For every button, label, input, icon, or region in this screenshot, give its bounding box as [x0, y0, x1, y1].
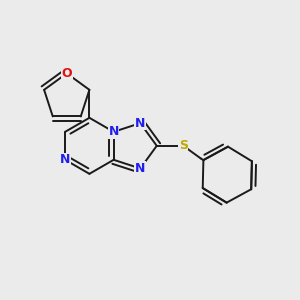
Text: N: N [135, 117, 146, 130]
Text: S: S [179, 139, 188, 152]
Text: N: N [60, 153, 70, 166]
Text: O: O [61, 67, 72, 80]
Text: N: N [135, 162, 146, 175]
Text: N: N [109, 125, 119, 138]
